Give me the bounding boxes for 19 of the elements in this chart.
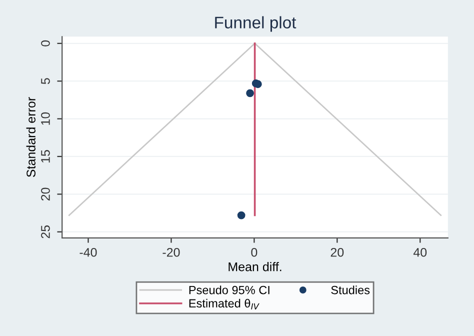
legend-label: Pseudo 95% CI [189,286,270,294]
y-tick-label: 20 [41,188,50,200]
chart-title: Funnel plot [215,16,296,32]
x-tick-label: 20 [330,248,344,257]
x-axis-title: Mean diff. [228,262,282,272]
legend-label: Estimated θ$_{IV}$ [189,298,260,310]
y-tick-label: 15 [41,150,50,162]
x-tick-label: -20 [162,248,180,257]
legend-label: Studies [331,286,370,294]
y-tick-label: 25 [41,225,50,238]
y-axis-title: Standard error [26,97,36,177]
point [246,89,254,98]
x-tick-label: 40 [413,248,427,257]
y-tick-label: 5 [41,78,50,84]
x-tick-label: -40 [80,248,97,257]
y-tick-label: 0 [41,40,50,46]
y-tick-label: 10 [41,112,50,125]
point [237,211,246,220]
x-tick-label: 0 [251,248,258,257]
